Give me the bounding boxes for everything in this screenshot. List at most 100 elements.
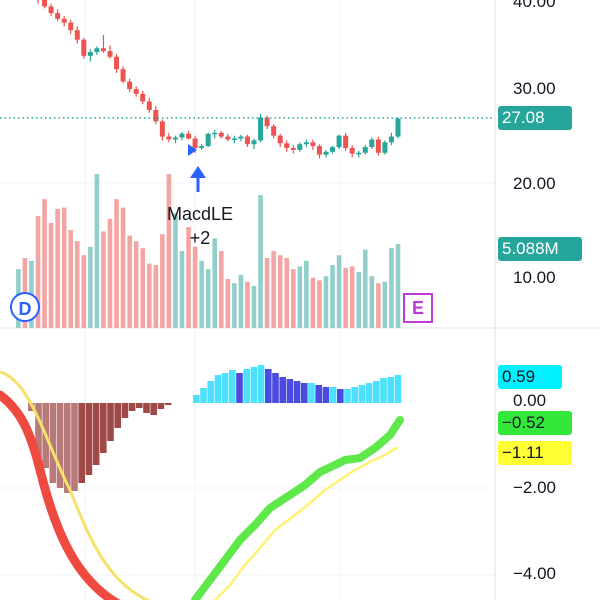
volume-bar [192,246,198,328]
macdle-label-qty: +2 [189,228,211,248]
volume-bar [330,265,335,328]
candle [356,150,362,158]
candle [316,144,322,159]
last-price-tag: 27.08 [498,106,572,130]
histogram-bar [78,403,85,483]
price-axis-label: 20.00 [513,174,556,193]
candle [343,132,349,151]
candle-body [310,142,316,147]
signal-line-left [0,370,151,600]
candle [179,131,185,141]
candle [388,132,394,146]
candle [290,145,296,154]
histogram-bar [64,403,71,493]
volume-bar [166,174,172,328]
volume-bar [107,218,113,328]
volume-bar [245,281,250,328]
candle-body [290,148,296,150]
candle-body [172,137,178,140]
dividend-badge[interactable]: D [10,292,40,322]
candle [74,26,80,44]
candle-body [166,136,172,140]
candle [159,119,165,141]
candle [277,133,283,148]
volume-bar [297,266,303,328]
candle [140,91,146,105]
candle-body [258,117,264,141]
candle-body [218,132,224,137]
histogram-tag: 0.59 [498,365,562,389]
volume-bar [133,241,139,328]
histogram-bar [272,373,279,403]
volume-bar [127,235,132,328]
volume-bar [35,216,41,328]
candle [153,106,159,125]
candle [166,132,172,143]
histogram-bar [114,403,121,428]
volume-bar [61,207,67,328]
candle [107,45,113,59]
signal-marker [188,144,197,156]
candle-body [362,147,368,153]
candle-body [316,146,322,155]
earnings-badge[interactable]: E [403,293,433,323]
candle-body [395,118,401,137]
histogram-bar [121,403,129,418]
volume-bars [16,174,401,328]
candle-body [146,101,152,110]
candle [382,140,388,155]
histogram-bar [157,403,165,409]
candle-body [277,135,283,144]
volume-bar [74,241,80,328]
histogram-bar [221,373,229,403]
candle-body [55,13,61,19]
histogram-bar [322,387,330,403]
volume-bar [153,265,159,328]
candle-body [303,142,309,145]
candle-body [205,133,211,147]
candle-body [94,48,100,53]
volume-bar [362,249,368,328]
volume-bar [336,255,342,328]
candle [212,129,218,139]
candle-body [87,52,93,56]
histogram-bar [257,365,265,403]
histogram-bar [344,389,351,403]
signal-tag: −1.11 [498,441,572,465]
candle-body [127,81,133,90]
volume-bar [277,255,283,328]
candle-body [323,151,329,155]
candle-body [140,93,146,102]
candle-body [382,142,388,153]
candle [264,115,270,129]
candle [172,135,178,144]
histogram-bar [143,403,150,413]
candle [55,9,61,22]
histogram-bar [337,389,344,403]
macd-axis-label: −2.00 [513,478,557,497]
candle-body [297,144,303,150]
candle-body [330,147,336,152]
candle-body [74,30,80,40]
volume-bar [271,251,276,328]
volume-bar [264,258,270,328]
volume-bar [48,223,54,328]
volume-tag: 5.088M [498,237,582,261]
volume-bar [232,283,237,328]
volume-bar [317,280,322,328]
histogram-bar [250,367,258,403]
volume-bar [173,213,178,328]
candle [48,3,54,16]
histogram-bar [207,381,214,403]
volume-bar [199,260,204,328]
macd-histogram [28,365,402,493]
candle-body [343,135,349,148]
volume-bar [186,227,191,328]
candle-body [114,56,120,70]
volume-bar [179,251,185,328]
candle [68,19,74,34]
candle [81,37,87,59]
price-axis-label: 30.00 [513,79,556,98]
candle [231,135,237,144]
